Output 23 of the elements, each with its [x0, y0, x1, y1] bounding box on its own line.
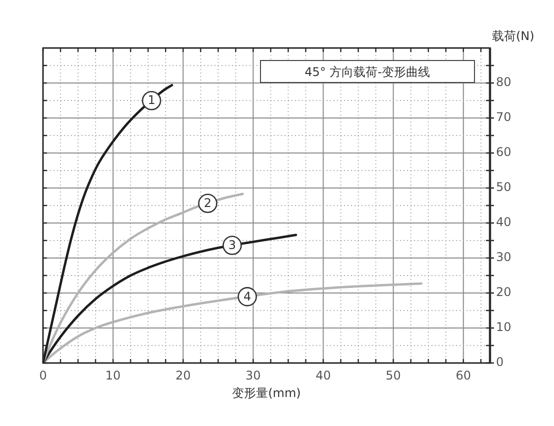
y-tick-label: 20: [496, 285, 512, 300]
y-tick-label: 30: [496, 250, 512, 264]
x-tick-label: 10: [105, 368, 121, 382]
series-label: 4: [243, 289, 252, 304]
y-tick-label: 60: [496, 145, 512, 160]
series-label: 1: [148, 93, 156, 108]
y-axis-title: 载荷(N): [492, 29, 534, 43]
x-tick-label: 60: [456, 368, 472, 382]
x-tick-label: 30: [246, 368, 261, 382]
y-tick-label: 50: [496, 180, 512, 194]
series-label: 3: [228, 238, 236, 252]
x-axis-title: 变形量(mm): [232, 386, 301, 400]
x-tick-label: 0: [39, 368, 47, 382]
x-tick-label: 50: [386, 368, 401, 382]
x-tick-label: 40: [316, 368, 331, 382]
y-tick-label: 10: [496, 320, 512, 334]
y-tick-label: 40: [496, 215, 512, 230]
series-label: 2: [204, 196, 212, 210]
text: 45° 方向载荷-变形曲线: [304, 64, 430, 78]
x-tick-label: 20: [175, 368, 191, 382]
y-tick-label: 80: [496, 75, 512, 90]
y-tick-label: 0: [496, 355, 504, 370]
y-tick-label: 70: [496, 110, 512, 124]
